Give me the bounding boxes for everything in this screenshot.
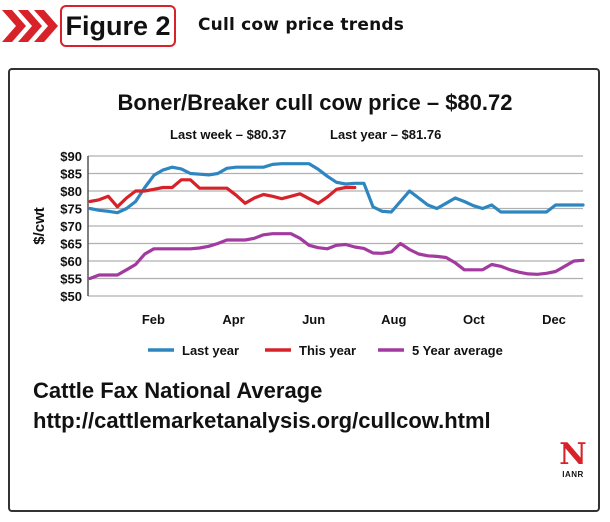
source-url: http://cattlemarketanalysis.org/cullcow.… (33, 408, 491, 433)
y-tick-label: $75 (60, 202, 82, 217)
x-tick-label: Aug (381, 312, 406, 327)
figure-caption: Cull cow price trends (198, 15, 405, 35)
series-lines (88, 162, 585, 281)
legend-label: This year (299, 343, 356, 358)
y-tick-label: $80 (60, 184, 82, 199)
x-tick-label: Apr (222, 312, 244, 327)
chart-panel (8, 68, 600, 512)
series-line-this-year (88, 178, 357, 209)
y-ticks: $90 $85 $80 $75 $70 $65 $60 $55 $50 (60, 149, 82, 304)
chevrons-icon (2, 10, 58, 42)
legend: Last year This year 5 Year average (148, 343, 503, 358)
legend-label: Last year (182, 343, 239, 358)
x-ticks: Feb Apr Jun Aug Oct Dec (142, 312, 566, 327)
legend-label: 5 Year average (412, 343, 503, 358)
y-axis-label: $/cwt (31, 207, 48, 245)
chart-subtitle-last-year: Last year – $81.76 (330, 127, 441, 142)
chart-title: Boner/Breaker cull cow price – $80.72 (118, 90, 513, 115)
source-name: Cattle Fax National Average (33, 378, 323, 403)
chart-subtitle-last-week: Last week – $80.37 (170, 127, 286, 142)
figure-badge: Figure 2 (60, 5, 176, 47)
y-tick-label: $65 (60, 237, 82, 252)
ianr-logo: N IANR (556, 437, 590, 480)
x-tick-label: Oct (463, 312, 485, 327)
y-tick-label: $90 (60, 149, 82, 164)
x-tick-label: Jun (302, 312, 325, 327)
logo-text: IANR (562, 470, 584, 479)
series-line-last-year (88, 162, 585, 215)
x-tick-label: Feb (142, 312, 165, 327)
figure-header: Figure 2 Cull cow price trends (0, 0, 610, 58)
y-tick-label: $70 (60, 219, 82, 234)
logo-letter: N (559, 437, 587, 472)
y-tick-label: $85 (60, 167, 82, 182)
y-tick-label: $55 (60, 272, 82, 287)
x-tick-label: Dec (542, 312, 566, 327)
series-line-5-year-average (88, 232, 585, 281)
y-tick-label: $50 (60, 289, 82, 304)
grid (87, 155, 583, 297)
y-tick-label: $60 (60, 254, 82, 269)
